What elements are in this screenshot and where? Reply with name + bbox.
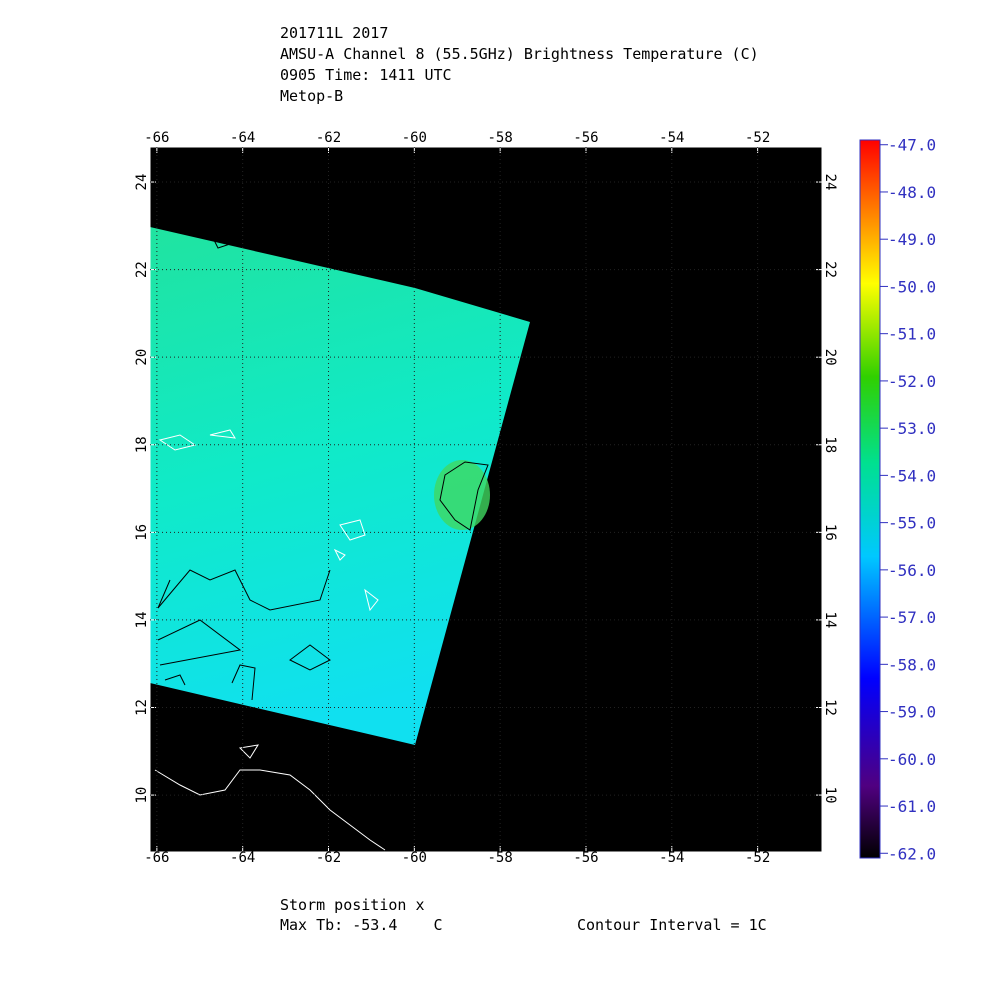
title-line: 0905 Time: 1411 UTC: [280, 66, 452, 84]
x-tick-label: -56: [573, 850, 598, 866]
colorbar-label: -62.0: [888, 844, 936, 863]
y-tick-label: 14: [134, 611, 150, 628]
y-tick-label: 16: [134, 524, 150, 541]
y-tick-label: 22: [822, 261, 838, 278]
footer-contour: Contour Interval = 1C: [577, 916, 767, 934]
y-tick-label: 18: [822, 436, 838, 453]
y-tick-label: 22: [134, 261, 150, 278]
y-tick-label: 10: [822, 787, 838, 804]
colorbar-label: -57.0: [888, 608, 936, 627]
x-tick-label: -60: [402, 850, 427, 866]
y-tick-label: 24: [134, 174, 150, 191]
colorbar-label: -51.0: [888, 325, 936, 344]
x-tick-label: -66: [144, 130, 169, 146]
x-tick-label: -58: [488, 130, 513, 146]
colorbar-label: -56.0: [888, 561, 936, 580]
colorbar-label: -52.0: [888, 372, 936, 391]
colorbar-label: -58.0: [888, 655, 936, 674]
x-tick-label: -64: [230, 130, 255, 146]
coastlines: [154, 429, 386, 851]
colorbar-label: -50.0: [888, 277, 936, 296]
colorbar-label: -61.0: [888, 797, 936, 816]
y-tick-label: 12: [134, 699, 150, 716]
x-tick-label: -54: [659, 850, 684, 866]
y-tick-label: 18: [134, 436, 150, 453]
colorbar-label: -55.0: [888, 514, 936, 533]
title-line: 201711L 2017: [280, 24, 388, 42]
y-tick-label: 14: [822, 611, 838, 628]
warm-core: [434, 460, 490, 530]
x-tick-label: -54: [659, 130, 684, 146]
colorbar-label: -49.0: [888, 230, 936, 249]
title-line: Metop-B: [280, 87, 343, 105]
y-tick-label: 10: [134, 787, 150, 804]
y-tick-label: 20: [134, 349, 150, 366]
x-tick-label: -62: [316, 130, 341, 146]
x-tick-label: -52: [745, 850, 770, 866]
map-frame: [149, 146, 823, 853]
colorbar-label: -47.0: [888, 136, 936, 155]
swath: [150, 227, 530, 745]
x-tick-label: -56: [573, 130, 598, 146]
colorbar-label: -48.0: [888, 183, 936, 202]
colorbar-label: -59.0: [888, 703, 936, 722]
colorbar-label: -54.0: [888, 466, 936, 485]
contours: [157, 237, 489, 701]
x-tick-label: -62: [316, 850, 341, 866]
x-tick-label: -52: [745, 130, 770, 146]
footer-storm: Storm position x: [280, 896, 425, 914]
x-tick-label: -58: [488, 850, 513, 866]
title-line: AMSU-A Channel 8 (55.5GHz) Brightness Te…: [280, 45, 759, 63]
colorbar-label: -53.0: [888, 419, 936, 438]
y-tick-label: 12: [822, 699, 838, 716]
x-tick-label: -60: [402, 130, 427, 146]
y-tick-label: 16: [822, 524, 838, 541]
x-tick-label: -66: [144, 850, 169, 866]
footer-max-tb: Max Tb: -53.4 C: [280, 916, 443, 934]
y-tick-label: 24: [822, 174, 838, 191]
colorbar: [859, 139, 881, 859]
colorbar-label: -60.0: [888, 750, 936, 769]
y-tick-label: 20: [822, 349, 838, 366]
x-tick-label: -64: [230, 850, 255, 866]
